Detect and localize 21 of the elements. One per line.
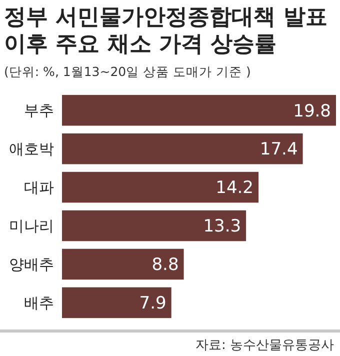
data-label: 13.3 <box>203 216 242 237</box>
data-label: 19.8 <box>293 101 331 122</box>
y-tick-label: 부추 <box>24 102 54 120</box>
bar <box>62 248 184 280</box>
y-tick-label: 대파 <box>24 178 54 197</box>
y-tick-label: 양배추 <box>9 255 54 274</box>
bar <box>62 94 336 126</box>
y-tick-label: 미나리 <box>9 216 54 235</box>
y-tick-label: 애호박 <box>9 140 54 158</box>
data-label: 17.4 <box>260 140 298 160</box>
text: 자료: 농수산물유통공사 <box>195 338 334 353</box>
data-label: 8.8 <box>152 255 179 276</box>
chart-subtitle: (단위: %, 1월13~20일 상품 도매가 기준 ) <box>4 64 251 79</box>
bar <box>62 172 259 203</box>
chart-title: 정부 서민물가안정종합대책 발표 이후 주요 채소 가격 상승률 <box>4 5 328 57</box>
bar <box>62 133 303 164</box>
bar <box>62 287 172 318</box>
data-label: 14.2 <box>216 178 254 198</box>
y-tick-label: 배추 <box>24 294 54 312</box>
bar <box>62 210 246 242</box>
data-label: 7.9 <box>139 294 166 314</box>
